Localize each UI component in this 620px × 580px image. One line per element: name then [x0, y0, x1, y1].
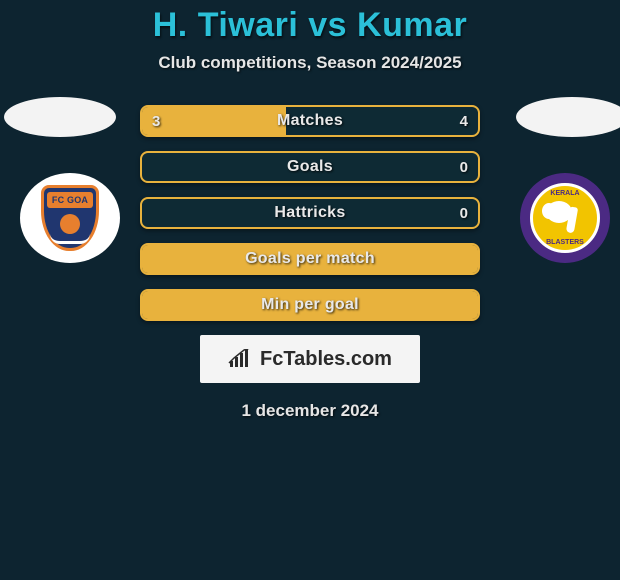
club-badge-right: KERALA BLASTERS: [520, 173, 620, 263]
kerala-outer-ring-icon: KERALA BLASTERS: [520, 173, 610, 263]
brand-text: FcTables.com: [260, 348, 392, 371]
page-title: H. Tiwari vs Kumar: [0, 6, 620, 45]
club-badge-left: FC GOA: [20, 173, 120, 263]
stat-bar-row: Goals per match: [140, 243, 480, 275]
page-subtitle: Club competitions, Season 2024/2025: [0, 53, 620, 73]
snapshot-date: 1 december 2024: [0, 401, 620, 421]
stat-bar-value-right: 0: [460, 199, 468, 227]
stat-bar-shell: Min per goal: [140, 289, 480, 321]
ball-icon: [60, 214, 80, 234]
fc-goa-shield-icon: FC GOA: [41, 185, 99, 251]
fc-goa-text: FC GOA: [47, 192, 93, 208]
stat-bar-row: Matches3 4: [140, 105, 480, 137]
elephant-icon: [546, 201, 584, 235]
stat-bar-label: Min per goal: [142, 291, 478, 319]
stat-bar-label: Hattricks: [142, 199, 478, 227]
kerala-text-bottom: BLASTERS: [546, 239, 584, 246]
stat-bar-row: Goals0: [140, 151, 480, 183]
comparison-area: FC GOA KERALA BLASTERS Match: [0, 105, 620, 421]
stat-bar-shell: Matches3 4: [140, 105, 480, 137]
stat-bar-value-right: 0: [460, 153, 468, 181]
stat-bar-shell: Goals per match: [140, 243, 480, 275]
stat-bar-shell: Goals0: [140, 151, 480, 183]
kerala-text-top: KERALA: [550, 190, 579, 197]
stat-bar-value-right: 4: [460, 107, 468, 135]
stat-bars: Matches34Goals0Hattricks0Goals per match…: [140, 105, 480, 321]
player-avatar-left: [4, 97, 116, 137]
swoosh-icon: [50, 234, 90, 244]
stat-bar-row: Min per goal: [140, 289, 480, 321]
stat-bar-value-left: 3: [152, 107, 160, 135]
stat-bar-label: Matches: [142, 107, 478, 135]
stat-bar-label: Goals: [142, 153, 478, 181]
brand-badge: FcTables.com: [200, 335, 420, 383]
club-badge-circle: FC GOA: [20, 173, 120, 263]
player-avatar-right: [516, 97, 620, 137]
kerala-inner-disc-icon: KERALA BLASTERS: [530, 183, 600, 253]
stat-bar-row: Hattricks0: [140, 197, 480, 229]
stat-bar-label: Goals per match: [142, 245, 478, 273]
stat-bar-shell: Hattricks0: [140, 197, 480, 229]
bar-chart-icon: [228, 349, 254, 369]
root: H. Tiwari vs Kumar Club competitions, Se…: [0, 0, 620, 580]
